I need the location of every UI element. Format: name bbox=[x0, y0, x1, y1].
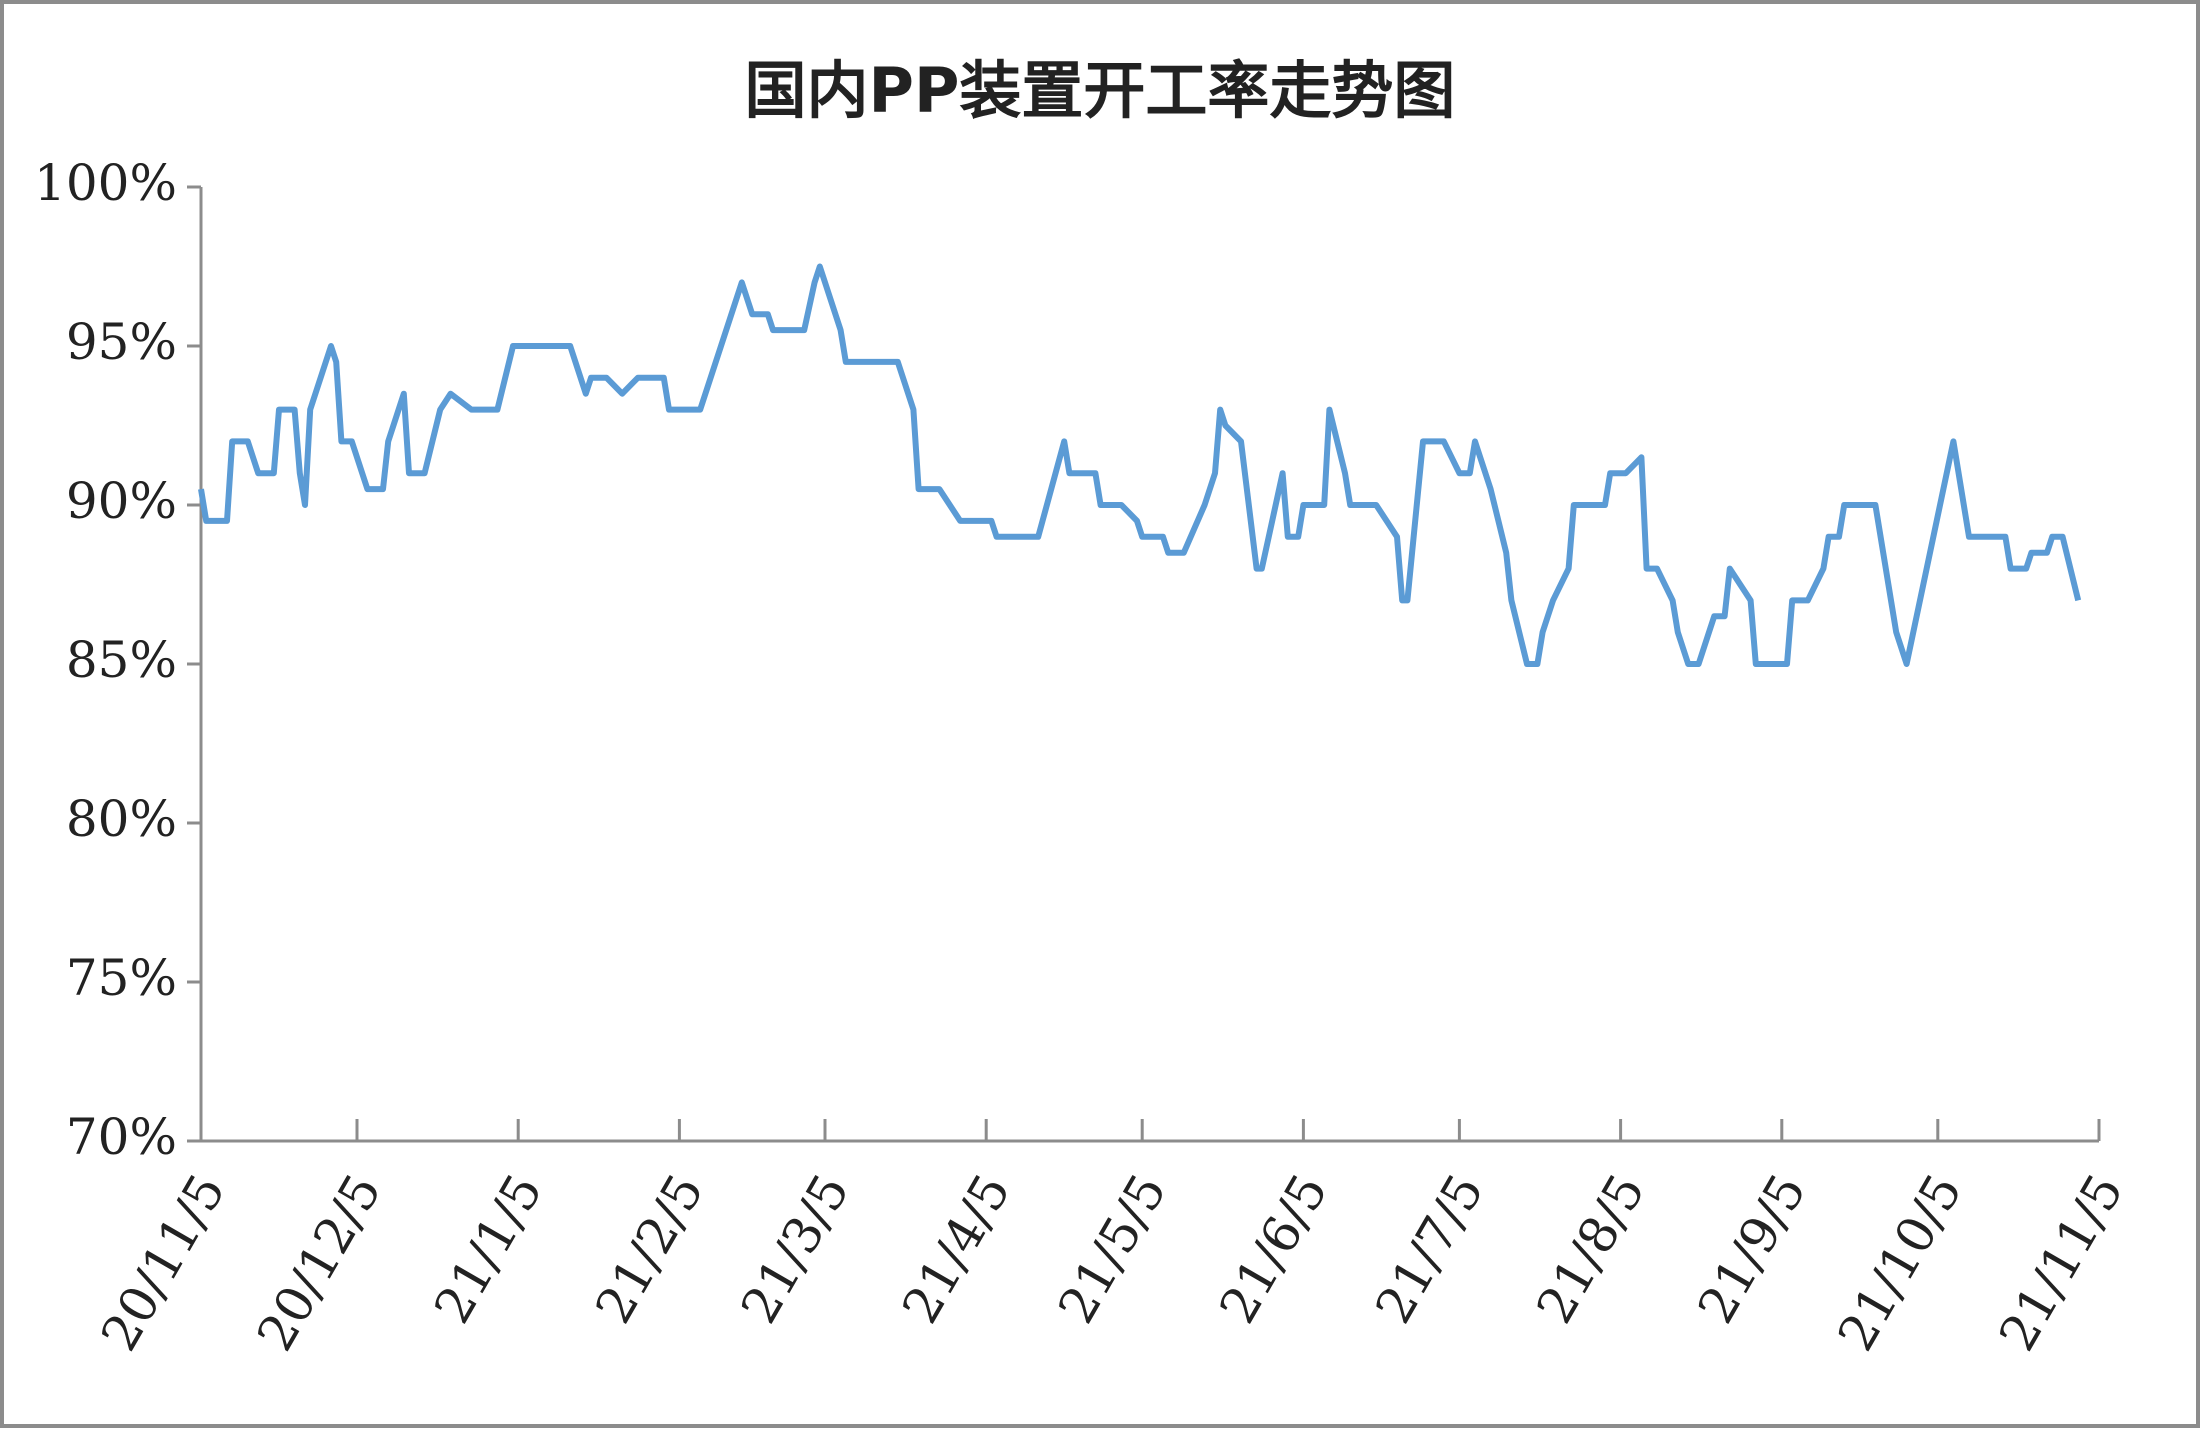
y-tick-label: 95% bbox=[66, 313, 177, 371]
y-tick-label: 80% bbox=[66, 790, 177, 848]
y-tick-label: 85% bbox=[66, 631, 177, 689]
y-tick-label: 90% bbox=[66, 472, 177, 530]
y-tick-label: 100% bbox=[34, 154, 177, 212]
data-line bbox=[198, 263, 2082, 667]
y-tick-label: 75% bbox=[66, 949, 177, 1007]
y-tick-label: 70% bbox=[66, 1108, 177, 1166]
chart-title: 国内PP装置开工率走势图 bbox=[745, 54, 1456, 127]
